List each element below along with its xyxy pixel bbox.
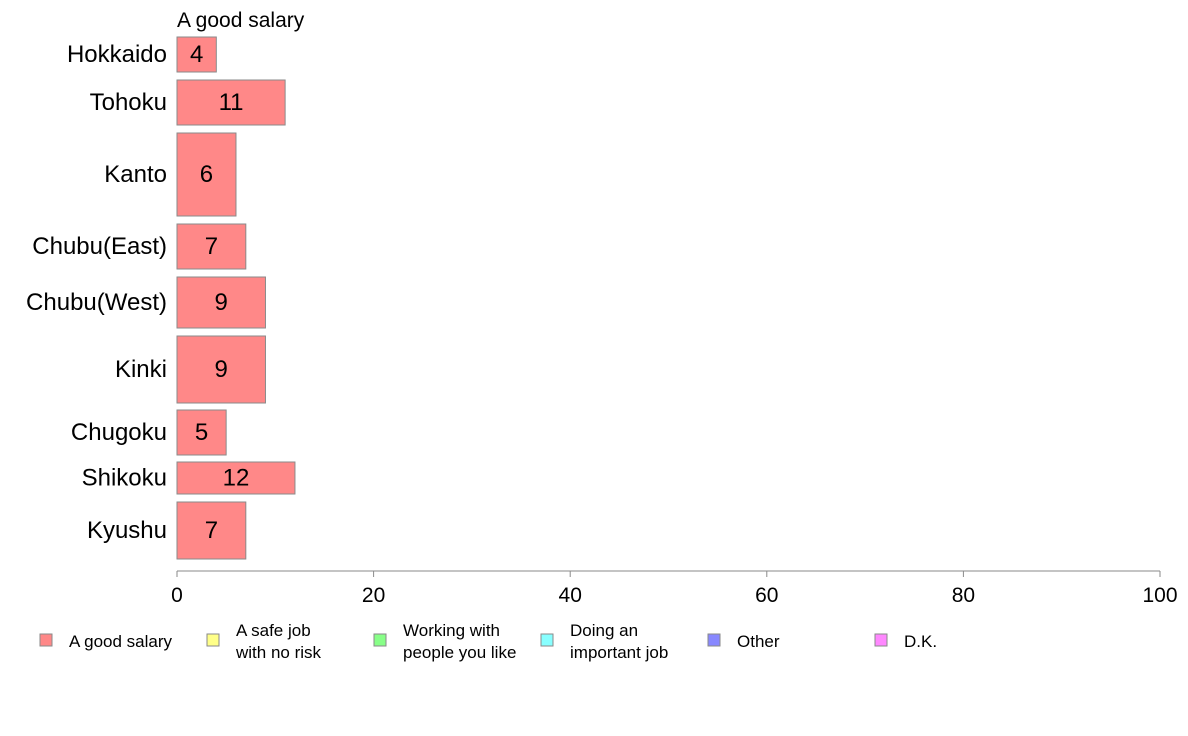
legend-swatch bbox=[373, 633, 387, 647]
bar bbox=[176, 335, 266, 404]
category-label: Tohoku bbox=[90, 89, 167, 116]
legend-swatch bbox=[874, 633, 888, 647]
bar bbox=[176, 79, 286, 126]
category-label: Shikoku bbox=[82, 465, 167, 492]
legend-swatch bbox=[206, 633, 220, 647]
bar-value-label: 11 bbox=[219, 89, 244, 116]
bar bbox=[176, 223, 247, 270]
category-label: Kanto bbox=[104, 161, 167, 188]
x-tick-label: 20 bbox=[362, 584, 385, 607]
category-label: Kinki bbox=[115, 356, 167, 383]
x-tick-label: 0 bbox=[171, 584, 183, 607]
legend-swatch bbox=[540, 633, 554, 647]
legend-label: D.K. bbox=[904, 632, 937, 651]
bar bbox=[176, 409, 227, 456]
bar-value-label: 12 bbox=[223, 465, 250, 492]
legend-label: Other bbox=[737, 632, 780, 651]
bar bbox=[176, 501, 247, 560]
bar-value-label: 6 bbox=[200, 161, 213, 188]
bar bbox=[176, 36, 217, 73]
x-tick-label: 80 bbox=[952, 584, 975, 607]
category-label: Kyushu bbox=[87, 517, 167, 544]
bar-value-label: 4 bbox=[190, 41, 203, 68]
legend-label: A safe job bbox=[236, 621, 311, 640]
category-label: Chubu(West) bbox=[26, 289, 167, 316]
x-tick-label: 40 bbox=[559, 584, 582, 607]
bar-value-label: 9 bbox=[215, 289, 228, 316]
bar-value-label: 9 bbox=[215, 356, 228, 383]
category-label: Hokkaido bbox=[67, 41, 167, 68]
category-label: Chubu(East) bbox=[32, 233, 167, 260]
legend-label: people you like bbox=[403, 643, 516, 662]
bar bbox=[176, 132, 237, 217]
x-tick-label: 100 bbox=[1142, 584, 1177, 607]
legend-label: important job bbox=[570, 643, 668, 662]
bar bbox=[176, 461, 296, 495]
bar-value-label: 7 bbox=[205, 233, 218, 260]
x-axis: 0 20 40 60 80 100 bbox=[171, 570, 1178, 607]
legend-swatch bbox=[39, 633, 53, 647]
legend-label: with no risk bbox=[235, 643, 322, 662]
legend: A good salary A safe job with no risk Worki… bbox=[39, 621, 937, 662]
series-caption: A good salary bbox=[177, 9, 305, 32]
legend-label: Doing an bbox=[570, 621, 638, 640]
bar-value-label: 5 bbox=[195, 419, 208, 446]
legend-label: A good salary bbox=[69, 632, 173, 651]
x-tick-label: 60 bbox=[755, 584, 778, 607]
bars-group: Hokkaido 4 Tohoku 11 Kanto 6 Chubu(East) 7 Chubu… bbox=[26, 36, 296, 560]
bar bbox=[176, 276, 266, 329]
category-label: Chugoku bbox=[71, 419, 167, 446]
bar-value-label: 7 bbox=[205, 517, 218, 544]
legend-label: Working with bbox=[403, 621, 500, 640]
legend-swatch bbox=[707, 633, 721, 647]
